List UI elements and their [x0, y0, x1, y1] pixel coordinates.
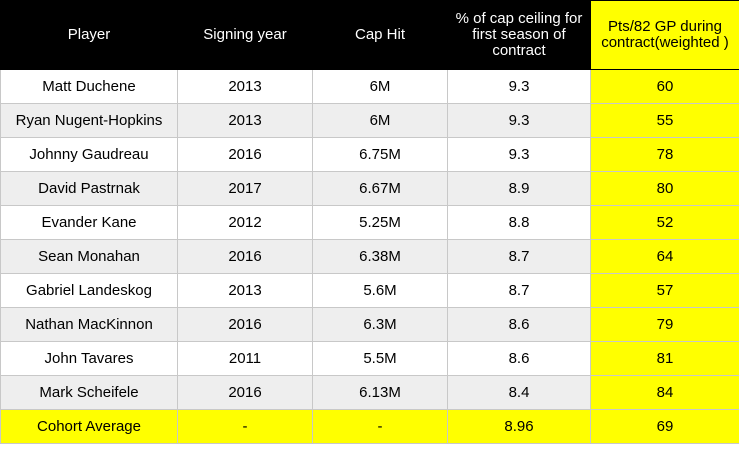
- signing-year-cell: 2016: [177, 375, 313, 410]
- player-cell: Sean Monahan: [0, 239, 178, 274]
- cap-hit-cell: 6.3M: [312, 307, 448, 342]
- player-cell: Evander Kane: [0, 205, 178, 240]
- average-cap-hit-cell: -: [312, 409, 448, 444]
- cap-pct-cell: 8.8: [447, 205, 591, 240]
- average-points-cell: 69: [590, 409, 739, 444]
- cap-pct-cell: 8.7: [447, 273, 591, 308]
- signing-year-cell: 2012: [177, 205, 313, 240]
- cap-hit-cell: 6.38M: [312, 239, 448, 274]
- signing-year-cell: 2016: [177, 307, 313, 342]
- cap-hit-cell: 6M: [312, 69, 448, 104]
- cap-pct-cell: 8.7: [447, 239, 591, 274]
- points-cell: 52: [590, 205, 739, 240]
- cap-pct-cell: 8.9: [447, 171, 591, 206]
- average-signing-year-cell: -: [177, 409, 313, 444]
- points-cell: 78: [590, 137, 739, 172]
- table-row: Mark Scheifele 2016 6.13M 8.4 84: [0, 375, 739, 410]
- player-cell: Matt Duchene: [0, 69, 178, 104]
- header-cap-hit: Cap Hit: [312, 0, 448, 70]
- signing-year-cell: 2013: [177, 273, 313, 308]
- points-cell: 80: [590, 171, 739, 206]
- signing-year-cell: 2017: [177, 171, 313, 206]
- table-row: Evander Kane 2012 5.25M 8.8 52: [0, 205, 739, 240]
- cap-hit-cell: 6.75M: [312, 137, 448, 172]
- player-cell: David Pastrnak: [0, 171, 178, 206]
- points-cell: 55: [590, 103, 739, 138]
- table-row: Johnny Gaudreau 2016 6.75M 9.3 78: [0, 137, 739, 172]
- cap-pct-cell: 9.3: [447, 103, 591, 138]
- points-cell: 84: [590, 375, 739, 410]
- table-row: Gabriel Landeskog 2013 5.6M 8.7 57: [0, 273, 739, 308]
- average-label-cell: Cohort Average: [0, 409, 178, 444]
- cohort-average-row: Cohort Average - - 8.96 69: [0, 409, 739, 444]
- points-cell: 79: [590, 307, 739, 342]
- player-cell: Nathan MacKinnon: [0, 307, 178, 342]
- signing-year-cell: 2016: [177, 137, 313, 172]
- cap-hit-cell: 6.13M: [312, 375, 448, 410]
- cap-pct-cell: 8.6: [447, 341, 591, 376]
- header-signing-year: Signing year: [177, 0, 313, 70]
- cap-hit-cell: 6M: [312, 103, 448, 138]
- average-cap-pct-cell: 8.96: [447, 409, 591, 444]
- signing-year-cell: 2011: [177, 341, 313, 376]
- cap-hit-cell: 5.25M: [312, 205, 448, 240]
- table-row: Ryan Nugent-Hopkins 2013 6M 9.3 55: [0, 103, 739, 138]
- table-row: Sean Monahan 2016 6.38M 8.7 64: [0, 239, 739, 274]
- points-cell: 81: [590, 341, 739, 376]
- header-row: Player Signing year Cap Hit % of cap cei…: [0, 0, 739, 70]
- player-cell: Mark Scheifele: [0, 375, 178, 410]
- cap-hit-cell: 6.67M: [312, 171, 448, 206]
- table-row: Nathan MacKinnon 2016 6.3M 8.6 79: [0, 307, 739, 342]
- table-row: Matt Duchene 2013 6M 9.3 60: [0, 69, 739, 104]
- player-cell: John Tavares: [0, 341, 178, 376]
- signing-year-cell: 2013: [177, 69, 313, 104]
- cap-pct-cell: 9.3: [447, 69, 591, 104]
- player-cell: Ryan Nugent-Hopkins: [0, 103, 178, 138]
- header-player: Player: [0, 0, 178, 70]
- signing-year-cell: 2016: [177, 239, 313, 274]
- points-cell: 64: [590, 239, 739, 274]
- header-cap-ceiling-pct: % of cap ceiling for first season of con…: [447, 0, 591, 70]
- points-cell: 57: [590, 273, 739, 308]
- player-cell: Johnny Gaudreau: [0, 137, 178, 172]
- table-row: John Tavares 2011 5.5M 8.6 81: [0, 341, 739, 376]
- points-cell: 60: [590, 69, 739, 104]
- player-cell: Gabriel Landeskog: [0, 273, 178, 308]
- cap-pct-cell: 8.4: [447, 375, 591, 410]
- cap-pct-cell: 9.3: [447, 137, 591, 172]
- cap-hit-cell: 5.6M: [312, 273, 448, 308]
- cap-pct-cell: 8.6: [447, 307, 591, 342]
- signing-year-cell: 2013: [177, 103, 313, 138]
- table-row: David Pastrnak 2017 6.67M 8.9 80: [0, 171, 739, 206]
- header-points-per-82: Pts/82 GP during contract(weighted ): [590, 0, 739, 70]
- cap-hit-cell: 5.5M: [312, 341, 448, 376]
